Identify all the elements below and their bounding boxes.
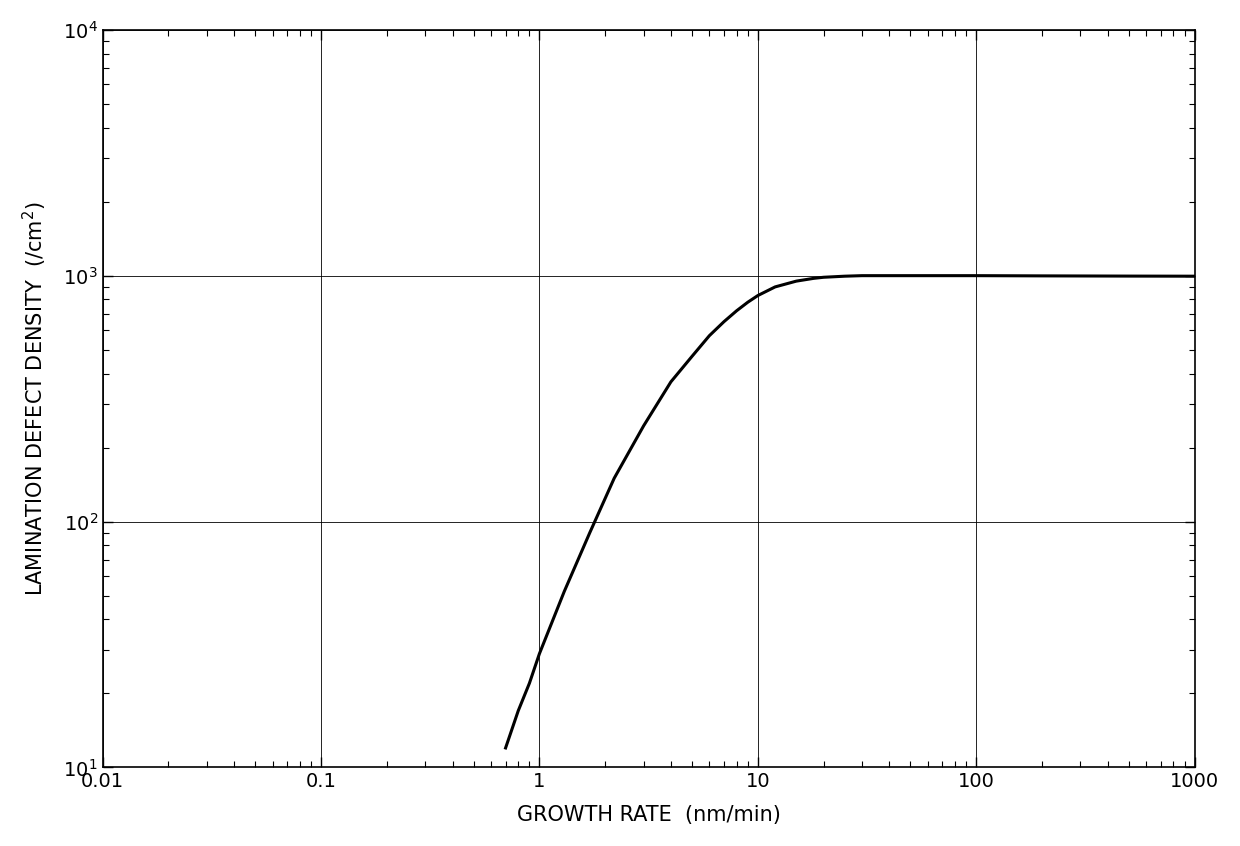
X-axis label: GROWTH RATE  (nm/min): GROWTH RATE (nm/min) — [517, 805, 780, 825]
Y-axis label: LAMINATION DEFECT DENSITY  (/cm$^2$): LAMINATION DEFECT DENSITY (/cm$^2$) — [21, 201, 50, 596]
